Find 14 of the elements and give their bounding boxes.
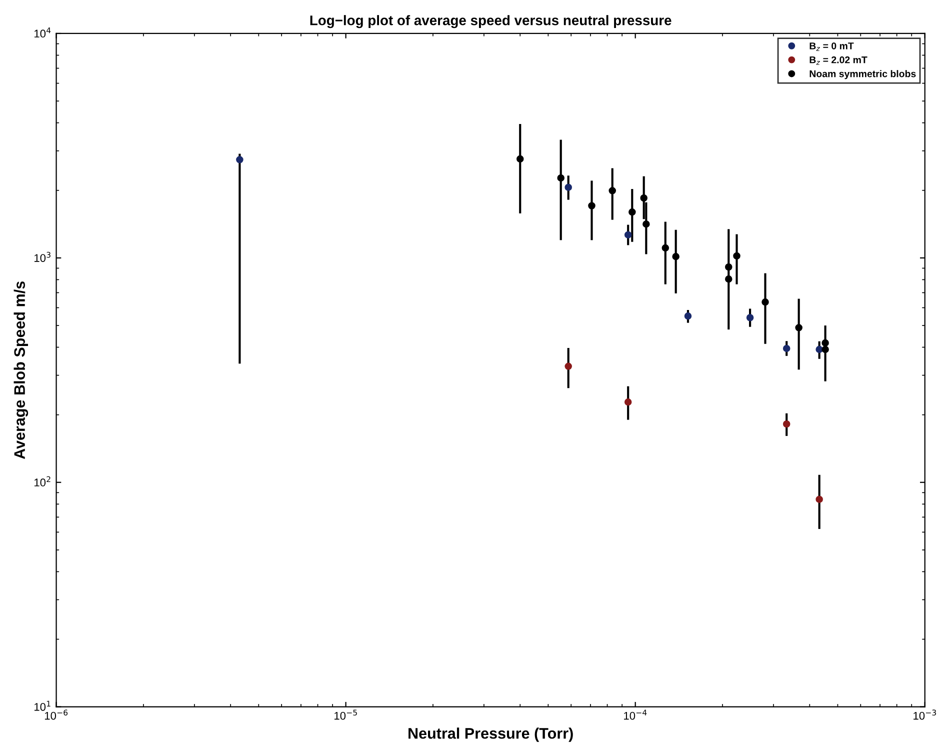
legend-label: Noam symmetric blobs xyxy=(810,70,916,80)
x-axis-title: Neutral Pressure (Torr) xyxy=(408,728,573,742)
y-axis-title: Average Blob Speed m/s xyxy=(14,281,28,460)
y-tick-label: 10$^{1}$ xyxy=(34,700,50,711)
x-tick-label: 10$^{−6}$ xyxy=(44,710,68,720)
chart-title: Log−log plot of average speed versus neutral pressure xyxy=(310,15,672,28)
x-tick-label: 10$^{−5}$ xyxy=(334,710,357,720)
y-tick-label: 10$^{4}$ xyxy=(34,28,51,38)
legend-label: B$_{z}$ = 0 mT xyxy=(810,42,854,51)
x-tick-label: 10$^{−4}$ xyxy=(624,710,647,720)
x-tick-label: 10$^{−3}$ xyxy=(914,710,936,720)
y-tick-label: 10$^{2}$ xyxy=(34,476,50,486)
legend-label: B$_{z}$ = 2.02 mT xyxy=(810,56,868,65)
y-tick-label: 10$^{3}$ xyxy=(34,252,50,262)
